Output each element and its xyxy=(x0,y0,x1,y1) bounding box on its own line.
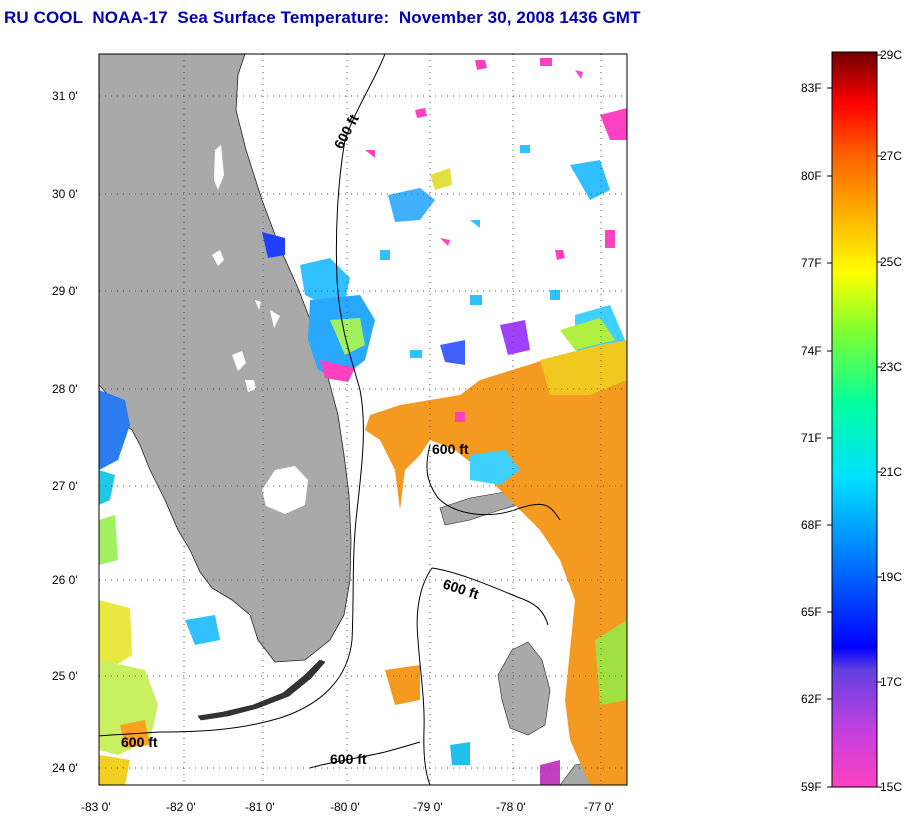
temperature-colorbar: 83F 80F 77F 74F 71F 68F 65F 62F 59F 29C … xyxy=(801,48,902,794)
celsius-label: 23C xyxy=(880,360,902,374)
lat-tick-label: 28 0' xyxy=(52,382,78,396)
contour-label: 600 ft xyxy=(432,441,469,457)
lon-tick-label: -80 0' xyxy=(330,800,360,814)
fahrenheit-label: 77F xyxy=(801,256,822,270)
celsius-label: 21C xyxy=(880,465,902,479)
map-title: RU COOL NOAA-17 Sea Surface Temperature:… xyxy=(4,8,641,27)
colorbar-celsius-labels: 29C 27C 25C 23C 21C 19C 17C 15C xyxy=(880,48,902,794)
fahrenheit-label: 71F xyxy=(801,431,822,445)
lake-okeechobee xyxy=(262,466,308,514)
lat-tick-label: 24 0' xyxy=(52,761,78,775)
contour-label: 600 ft xyxy=(121,734,158,750)
fahrenheit-label: 65F xyxy=(801,605,822,619)
lat-tick-label: 26 0' xyxy=(52,573,78,587)
lon-tick-label: -82 0' xyxy=(166,800,196,814)
colorbar-gradient xyxy=(831,51,878,788)
lon-tick-label: -83 0' xyxy=(81,800,111,814)
fahrenheit-label: 74F xyxy=(801,344,822,358)
contour-label: 600 ft xyxy=(330,751,367,767)
celsius-label: 27C xyxy=(880,149,902,163)
lon-tick-label: -78 0' xyxy=(496,800,526,814)
celsius-label: 29C xyxy=(880,48,902,62)
lat-tick-label: 25 0' xyxy=(52,669,78,683)
andros-island xyxy=(497,641,551,736)
lon-tick-label: -79 0' xyxy=(413,800,443,814)
lat-tick-label: 29 0' xyxy=(52,284,78,298)
isobath-contours xyxy=(99,54,561,785)
lon-tick-label: -77 0' xyxy=(584,800,614,814)
map-content xyxy=(99,54,627,785)
celsius-label: 15C xyxy=(880,780,902,794)
lat-tick-label: 30 0' xyxy=(52,187,78,201)
inland-lakes xyxy=(212,145,280,392)
fahrenheit-label: 62F xyxy=(801,692,822,706)
lon-tick-label: -81 0' xyxy=(245,800,275,814)
celsius-label: 19C xyxy=(880,570,902,584)
lat-tick-label: 31 0' xyxy=(52,89,78,103)
celsius-label: 17C xyxy=(880,675,902,689)
lat-tick-label: 27 0' xyxy=(52,479,78,493)
celsius-label: 25C xyxy=(880,255,902,269)
colorbar-fahrenheit-labels: 83F 80F 77F 74F 71F 68F 65F 62F 59F xyxy=(801,81,822,794)
fahrenheit-label: 80F xyxy=(801,169,822,183)
longitude-axis: -83 0' -82 0' -81 0' -80 0' -79 0' -78 0… xyxy=(81,800,614,814)
latitude-axis: 31 0' 30 0' 29 0' 28 0' 27 0' 26 0' 25 0… xyxy=(52,89,78,775)
fahrenheit-label: 59F xyxy=(801,780,822,794)
graticule xyxy=(99,54,627,785)
map-frame xyxy=(98,53,628,786)
fahrenheit-label: 68F xyxy=(801,518,822,532)
florida-keys xyxy=(197,659,326,721)
fahrenheit-label: 83F xyxy=(801,81,822,95)
